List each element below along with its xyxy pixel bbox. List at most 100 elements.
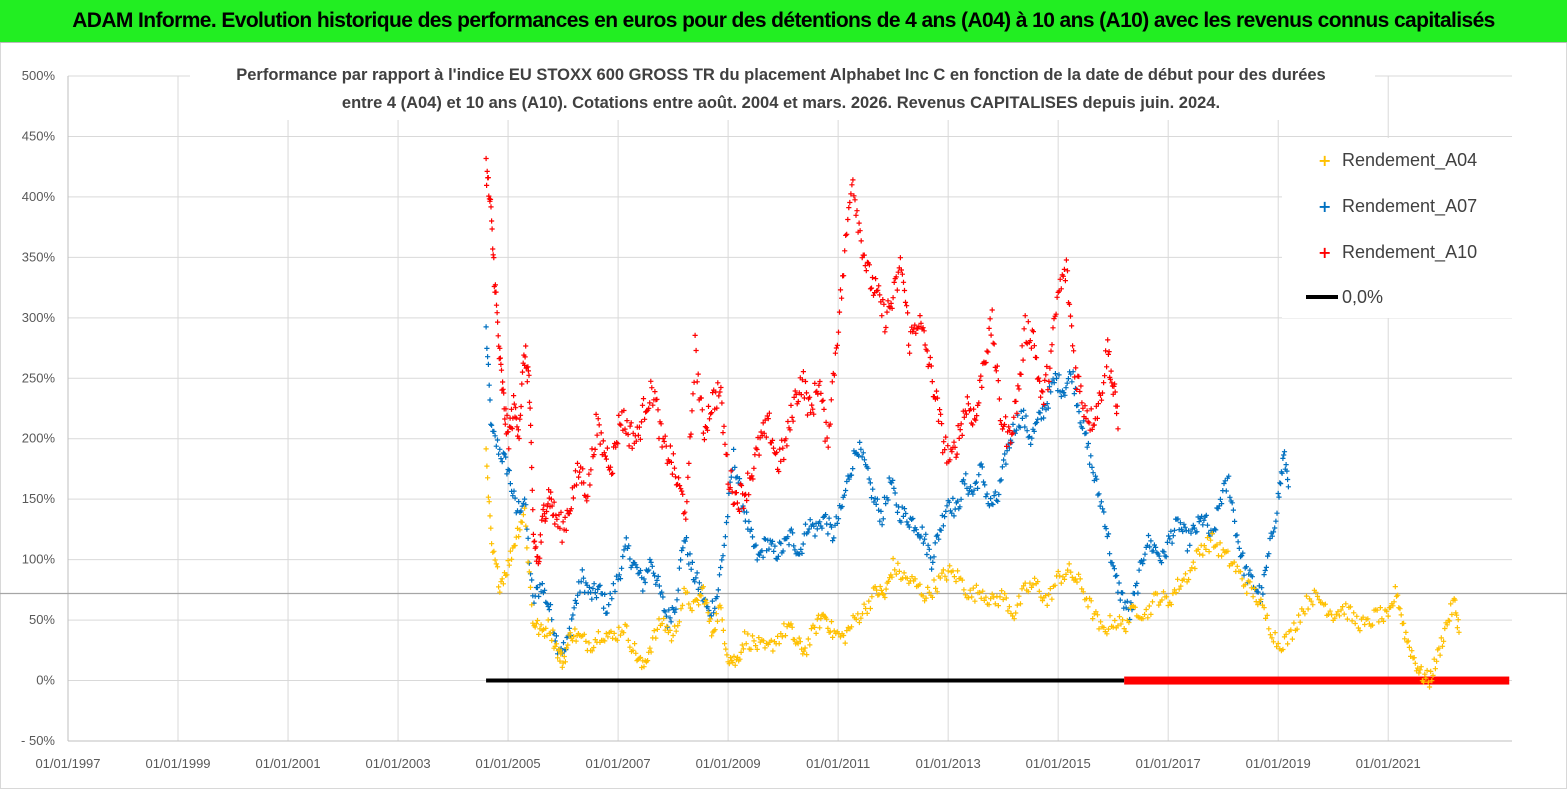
point-rendement_a10 (804, 412, 811, 418)
point-rendement_a10 (1049, 342, 1055, 348)
point-rendement_a10 (600, 438, 606, 444)
point-rendement_a07 (674, 597, 680, 603)
point-rendement_a04 (1077, 576, 1083, 582)
point-rendement_a07 (997, 478, 1003, 484)
point-rendement_a07 (1160, 548, 1166, 554)
point-rendement_a04 (485, 494, 491, 500)
point-rendement_a04 (1422, 671, 1428, 677)
point-rendement_a07 (1041, 415, 1047, 421)
point-rendement_a04 (603, 630, 609, 637)
point-rendement_a04 (499, 576, 505, 582)
point-rendement_a04 (1101, 624, 1107, 631)
point-rendement_a10 (733, 490, 739, 496)
point-rendement_a07 (665, 624, 671, 630)
point-rendement_a07 (617, 576, 624, 582)
point-rendement_a07 (1190, 522, 1196, 528)
point-rendement_a07 (1281, 449, 1288, 455)
point-rendement_a10 (1078, 383, 1084, 389)
point-rendement_a04 (782, 633, 789, 639)
point-rendement_a10 (964, 394, 970, 400)
point-rendement_a04 (1000, 596, 1006, 603)
point-rendement_a10 (1094, 415, 1100, 421)
point-rendement_a07 (960, 477, 967, 483)
point-rendement_a10 (943, 434, 949, 440)
title-background (190, 58, 1375, 120)
point-rendement_a04 (483, 446, 489, 452)
point-rendement_a04 (1406, 644, 1412, 650)
point-rendement_a10 (977, 377, 983, 383)
x-tick-label: 01/01/2009 (696, 756, 761, 771)
point-rendement_a07 (1022, 424, 1028, 430)
point-rendement_a04 (617, 632, 624, 638)
point-rendement_a10 (669, 471, 675, 477)
point-rendement_a04 (705, 610, 711, 616)
point-rendement_a10 (1031, 343, 1037, 349)
point-rendement_a10 (596, 422, 602, 428)
point-rendement_a07 (861, 457, 868, 463)
point-rendement_a10 (828, 397, 834, 403)
point-rendement_a04 (1397, 606, 1403, 612)
point-rendement_a10 (990, 340, 996, 346)
point-rendement_a10 (722, 441, 728, 447)
point-rendement_a10 (545, 501, 551, 507)
point-rendement_a10 (910, 329, 916, 335)
point-rendement_a10 (495, 333, 501, 339)
point-rendement_a10 (788, 402, 794, 408)
point-rendement_a04 (853, 616, 859, 622)
point-rendement_a10 (703, 425, 710, 431)
point-rendement_a07 (546, 607, 552, 613)
point-rendement_a04 (1409, 648, 1415, 654)
point-rendement_a04 (796, 635, 802, 641)
point-rendement_a04 (861, 601, 867, 607)
point-rendement_a10 (719, 400, 725, 406)
point-rendement_a07 (1277, 480, 1283, 486)
point-rendement_a04 (719, 617, 725, 623)
point-rendement_a10 (989, 307, 995, 313)
report-banner: ADAM Informe. Evolution historique des p… (0, 0, 1567, 43)
point-rendement_a07 (696, 580, 702, 586)
point-rendement_a07 (1145, 532, 1152, 539)
point-rendement_a04 (1061, 576, 1068, 582)
point-rendement_a04 (1123, 628, 1129, 635)
point-rendement_a07 (990, 501, 996, 508)
point-rendement_a10 (883, 324, 889, 331)
point-rendement_a04 (1043, 593, 1049, 599)
point-rendement_a04 (1170, 590, 1176, 597)
point-rendement_a04 (970, 585, 976, 591)
point-rendement_a10 (901, 287, 908, 294)
point-rendement_a04 (556, 646, 562, 652)
point-rendement_a10 (729, 489, 735, 495)
point-rendement_a10 (581, 480, 587, 486)
point-rendement_a04 (717, 602, 723, 608)
point-rendement_a07 (1163, 554, 1169, 560)
point-rendement_a04 (893, 571, 899, 577)
point-rendement_a07 (1057, 389, 1063, 395)
point-rendement_a07 (507, 481, 513, 487)
point-rendement_a07 (601, 605, 607, 611)
point-rendement_a07 (1180, 528, 1186, 535)
y-tick-label: 100% (22, 552, 56, 567)
legend-label-zero: 0,0% (1342, 287, 1383, 307)
point-rendement_a10 (1038, 394, 1044, 400)
point-rendement_a04 (885, 578, 891, 584)
point-rendement_a07 (627, 556, 633, 562)
point-rendement_a04 (1322, 601, 1328, 607)
point-rendement_a10 (1015, 383, 1021, 389)
point-rendement_a04 (727, 655, 734, 661)
point-rendement_a10 (706, 416, 713, 422)
point-rendement_a10 (823, 419, 829, 425)
point-rendement_a10 (810, 406, 816, 412)
point-rendement_a07 (1089, 464, 1095, 470)
legend-label-a10: Rendement_A10 (1342, 242, 1477, 263)
point-rendement_a10 (502, 421, 508, 427)
point-rendement_a10 (751, 465, 757, 471)
point-rendement_a07 (721, 542, 727, 548)
point-rendement_a04 (625, 637, 631, 643)
point-rendement_a04 (1055, 568, 1061, 575)
legend: + Rendement_A04 + Rendement_A07 + Rendem… (1282, 138, 1514, 318)
point-rendement_a07 (542, 587, 548, 593)
point-rendement_a04 (802, 645, 808, 651)
point-rendement_a04 (818, 616, 824, 622)
point-rendement_a04 (808, 626, 814, 632)
point-rendement_a07 (633, 562, 639, 568)
